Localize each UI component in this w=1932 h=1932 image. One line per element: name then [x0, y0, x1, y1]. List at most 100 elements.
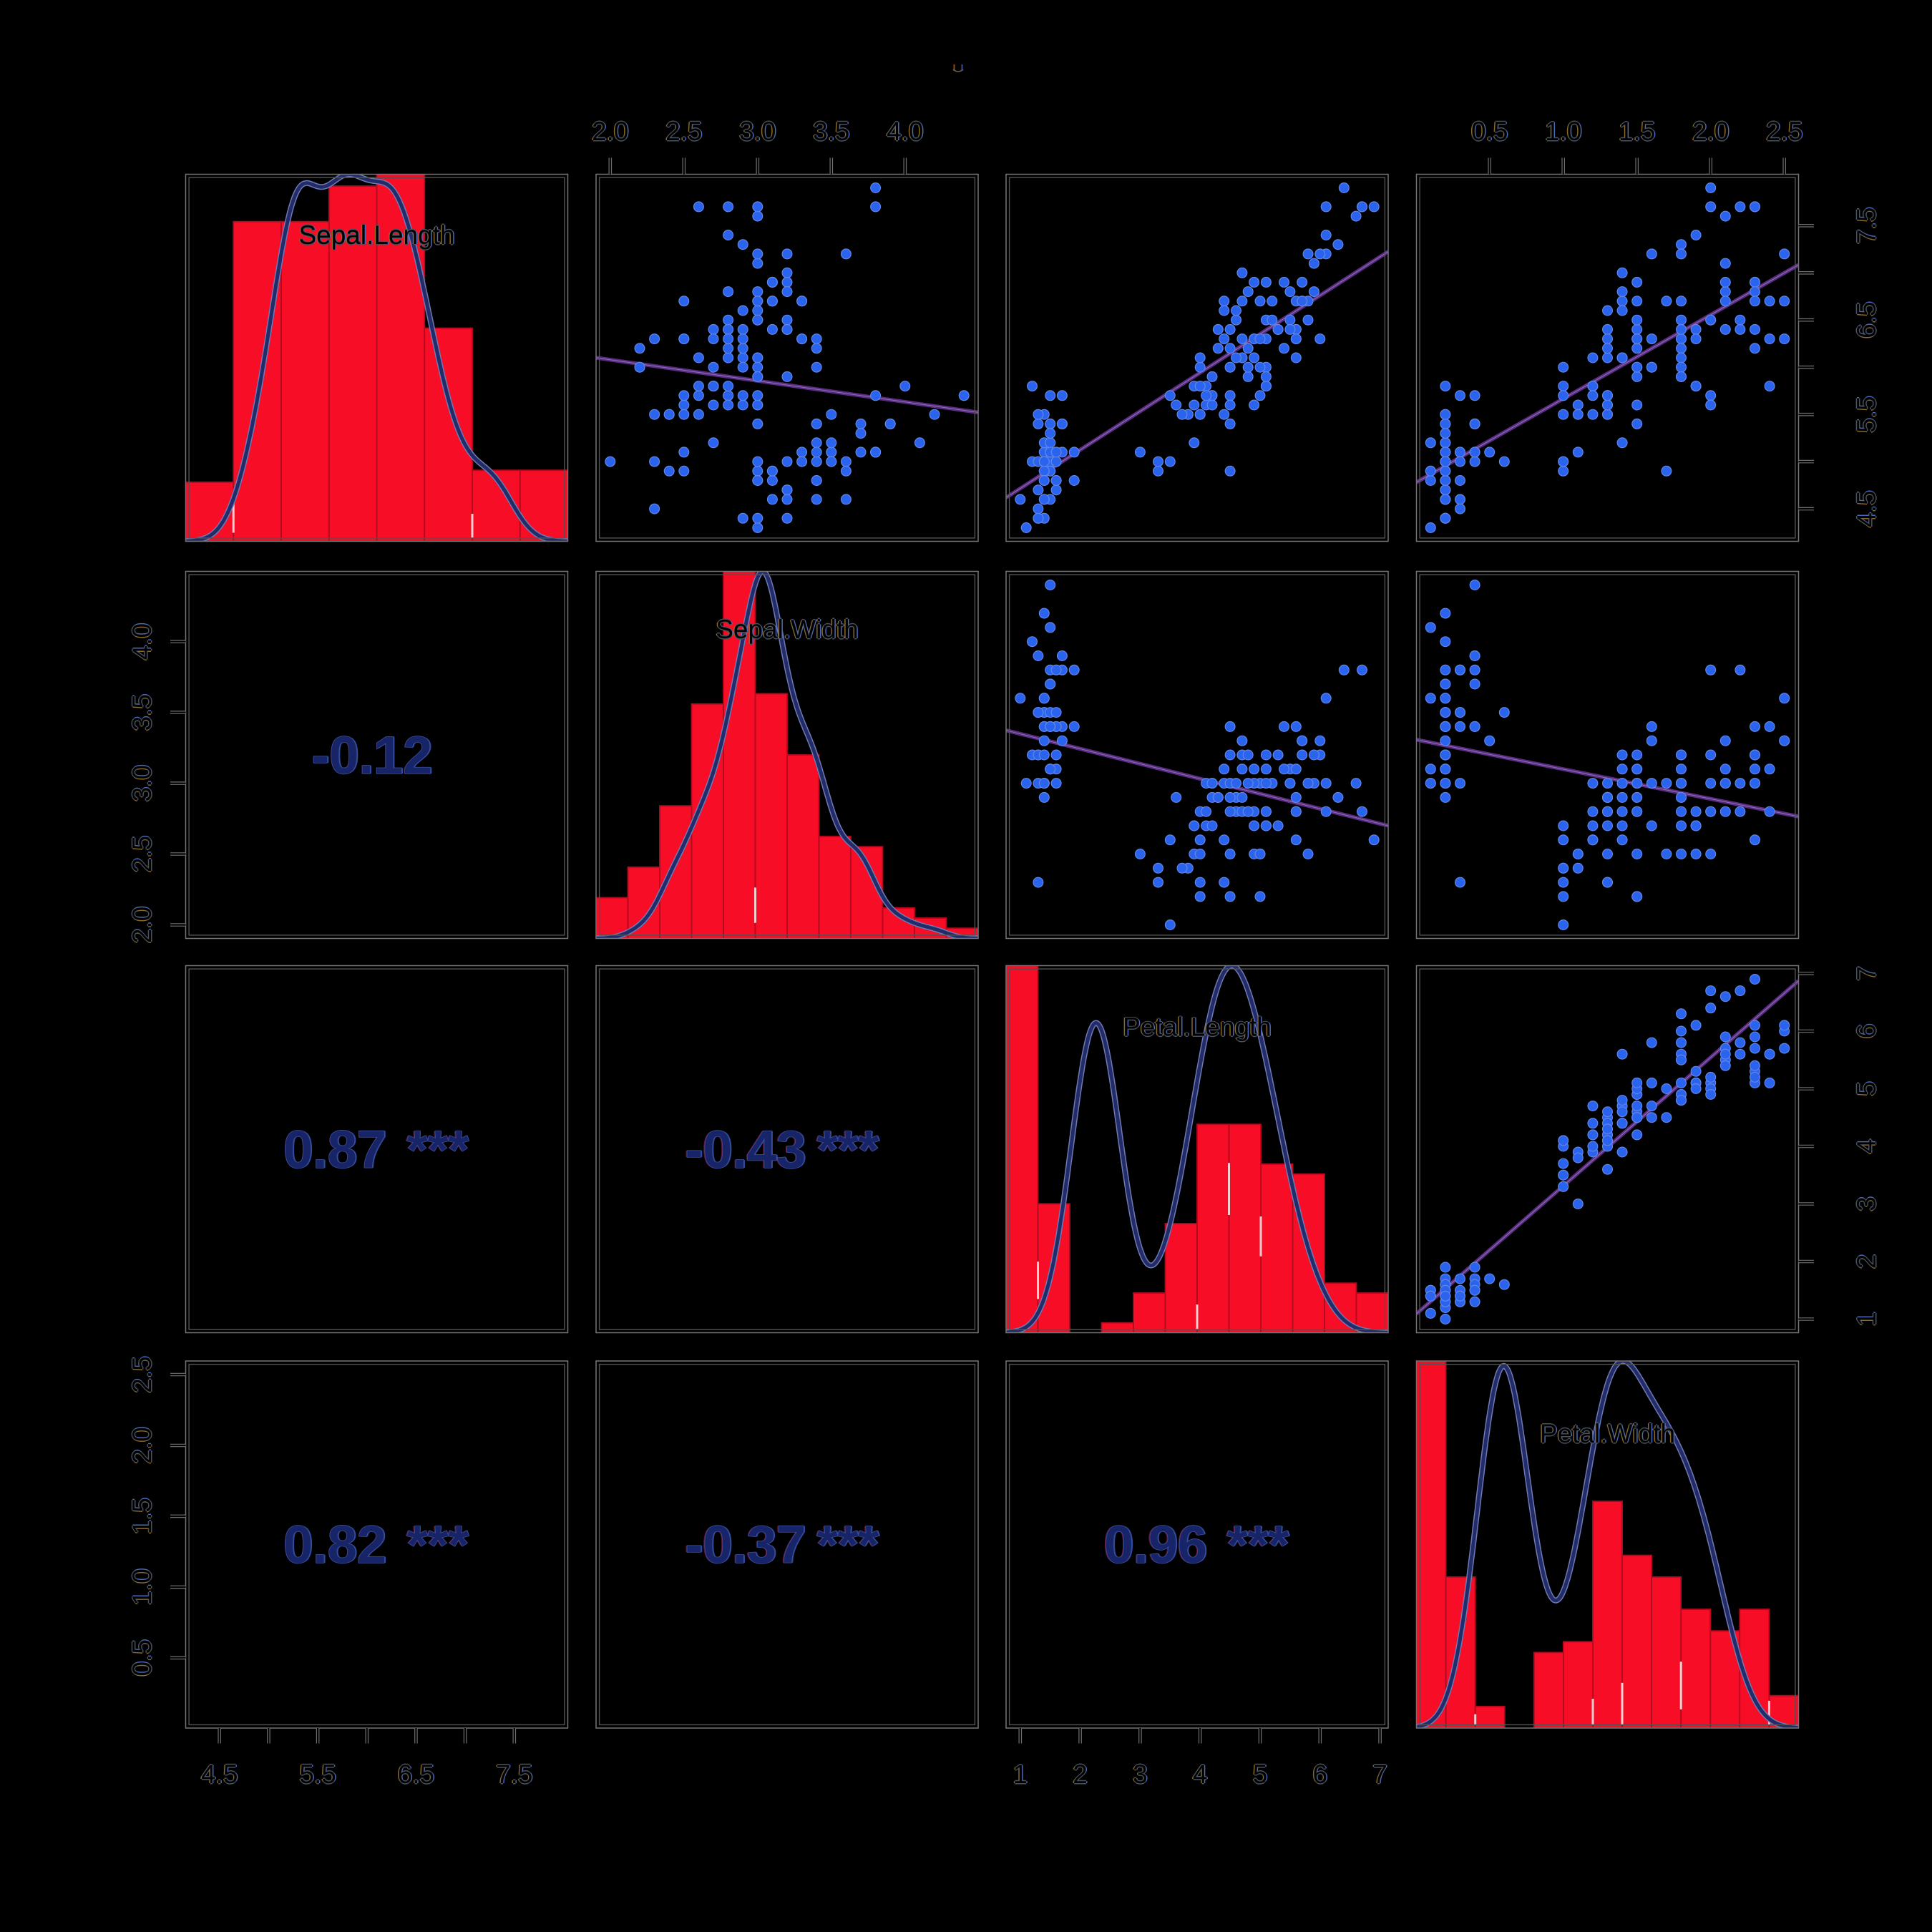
svg-text:3: 3 [1852, 1198, 1881, 1213]
svg-text:6.5: 6.5 [1852, 301, 1881, 338]
svg-text:2.5: 2.5 [127, 836, 157, 872]
svg-text:1.0: 1.0 [127, 1568, 157, 1605]
svg-text:7: 7 [1851, 966, 1880, 981]
svg-text:3.0: 3.0 [128, 765, 157, 801]
svg-text:5: 5 [1253, 1759, 1268, 1788]
svg-text:4.5: 4.5 [1852, 490, 1881, 527]
svg-text:2.0: 2.0 [1693, 117, 1729, 146]
svg-text:***: *** [407, 1515, 469, 1574]
svg-text:0.5: 0.5 [127, 1639, 157, 1676]
svg-text:4.0: 4.0 [886, 117, 922, 146]
svg-text:2.0: 2.0 [591, 117, 628, 146]
svg-text:3.5: 3.5 [127, 693, 157, 729]
svg-text:7: 7 [1372, 1760, 1387, 1789]
svg-text:2.5: 2.5 [667, 117, 703, 146]
svg-text:6.5: 6.5 [1851, 301, 1880, 338]
svg-text:2: 2 [1852, 1254, 1881, 1269]
svg-text:0.96: 0.96 [1103, 1515, 1206, 1574]
svg-text:2: 2 [1852, 1255, 1881, 1270]
svg-text:***: *** [408, 1515, 470, 1574]
svg-text:***: *** [819, 1515, 881, 1574]
svg-text:6: 6 [1852, 1025, 1881, 1040]
svg-text:3.0: 3.0 [741, 117, 777, 146]
svg-text:4.5: 4.5 [202, 1760, 238, 1789]
svg-text:4.5: 4.5 [201, 1759, 238, 1788]
svg-text:6: 6 [1852, 1024, 1881, 1039]
svg-text:***: *** [1226, 1515, 1288, 1574]
svg-text:0.5: 0.5 [1470, 117, 1506, 146]
svg-text:4.0: 4.0 [128, 623, 157, 660]
svg-text:0.96: 0.96 [1106, 1515, 1209, 1574]
svg-text:2.0: 2.0 [1692, 116, 1729, 145]
svg-text:1: 1 [1013, 1760, 1028, 1789]
svg-text:4: 4 [1852, 1138, 1881, 1153]
svg-text:2.5: 2.5 [127, 834, 157, 871]
svg-text:6.5: 6.5 [396, 1760, 433, 1789]
svg-text:6: 6 [1312, 1760, 1327, 1789]
svg-text:3.0: 3.0 [739, 117, 776, 147]
svg-text:2.5: 2.5 [1767, 117, 1803, 146]
svg-text:5: 5 [1253, 1760, 1268, 1789]
svg-text:1.5: 1.5 [127, 1498, 157, 1534]
svg-text:1: 1 [1852, 1312, 1881, 1327]
svg-text:3.5: 3.5 [127, 694, 157, 731]
svg-text:2: 2 [1852, 1253, 1881, 1268]
svg-text:Petal.Width: Petal.Width [1540, 1419, 1675, 1448]
svg-text:1.0: 1.0 [127, 1570, 157, 1606]
svg-text:***: *** [1229, 1515, 1291, 1574]
svg-text:3.0: 3.0 [127, 766, 157, 802]
svg-text:2.5: 2.5 [127, 836, 157, 873]
svg-text:5.5: 5.5 [1851, 396, 1880, 432]
svg-text:1.0: 1.0 [1545, 117, 1581, 147]
svg-text:4.5: 4.5 [201, 1760, 238, 1789]
svg-text:3.5: 3.5 [812, 117, 849, 146]
svg-text:2.5: 2.5 [1766, 116, 1802, 145]
svg-text:7: 7 [1852, 967, 1881, 982]
svg-text:Petal.Length: Petal.Length [1123, 1013, 1272, 1042]
svg-text:1.5: 1.5 [127, 1499, 157, 1536]
svg-text:2: 2 [1072, 1760, 1087, 1789]
svg-text:1.5: 1.5 [127, 1498, 156, 1534]
svg-text:***: *** [816, 1515, 878, 1574]
svg-text:1.0: 1.0 [127, 1568, 157, 1604]
svg-text:2.5: 2.5 [127, 1357, 157, 1394]
svg-text:3: 3 [1133, 1760, 1148, 1790]
svg-text:2.0: 2.0 [127, 907, 157, 944]
svg-text:4.5: 4.5 [1852, 489, 1881, 526]
svg-text:***: *** [407, 1120, 469, 1179]
svg-text:5.5: 5.5 [1852, 397, 1881, 434]
svg-text:5: 5 [1254, 1760, 1269, 1789]
svg-text:2.5: 2.5 [665, 116, 702, 145]
svg-text:2.0: 2.0 [1691, 117, 1727, 146]
svg-text:2: 2 [1073, 1759, 1088, 1788]
svg-text:5: 5 [1853, 1081, 1882, 1096]
svg-text:3: 3 [1133, 1760, 1148, 1789]
svg-text:1: 1 [1851, 1312, 1880, 1327]
svg-text:1.0: 1.0 [1546, 117, 1582, 146]
svg-text:6.5: 6.5 [1852, 303, 1881, 339]
svg-text:1: 1 [1852, 1313, 1881, 1328]
svg-text:2: 2 [1074, 1760, 1089, 1789]
svg-text:0.82: 0.82 [283, 1515, 386, 1574]
svg-text:5: 5 [1852, 1081, 1881, 1096]
svg-text:5: 5 [1852, 1080, 1881, 1096]
svg-text:Petal.Length: Petal.Length [1123, 1011, 1272, 1040]
svg-text:1.5: 1.5 [1617, 117, 1654, 146]
svg-text:3: 3 [1853, 1196, 1882, 1211]
svg-text:4: 4 [1191, 1760, 1206, 1789]
svg-text:***: *** [408, 1120, 470, 1179]
svg-text:2: 2 [1851, 1254, 1880, 1269]
svg-text:Petal.Length: Petal.Length [1124, 1013, 1273, 1042]
svg-text:Sepal.Width: Sepal.Width [716, 615, 859, 645]
svg-text:Sepal.Width: Sepal.Width [716, 614, 859, 643]
svg-text:4: 4 [1193, 1759, 1208, 1788]
svg-text:Sepal.Width: Sepal.Width [716, 615, 859, 644]
svg-text:4.5: 4.5 [1852, 492, 1881, 528]
svg-text:1: 1 [1014, 1760, 1029, 1789]
svg-text:7.5: 7.5 [1852, 206, 1881, 243]
svg-text:0.5: 0.5 [127, 1639, 157, 1675]
svg-text:4.5: 4.5 [200, 1760, 236, 1789]
svg-text:3.5: 3.5 [814, 117, 851, 146]
svg-text:2.5: 2.5 [665, 117, 702, 146]
svg-text:2.5: 2.5 [1766, 117, 1802, 147]
